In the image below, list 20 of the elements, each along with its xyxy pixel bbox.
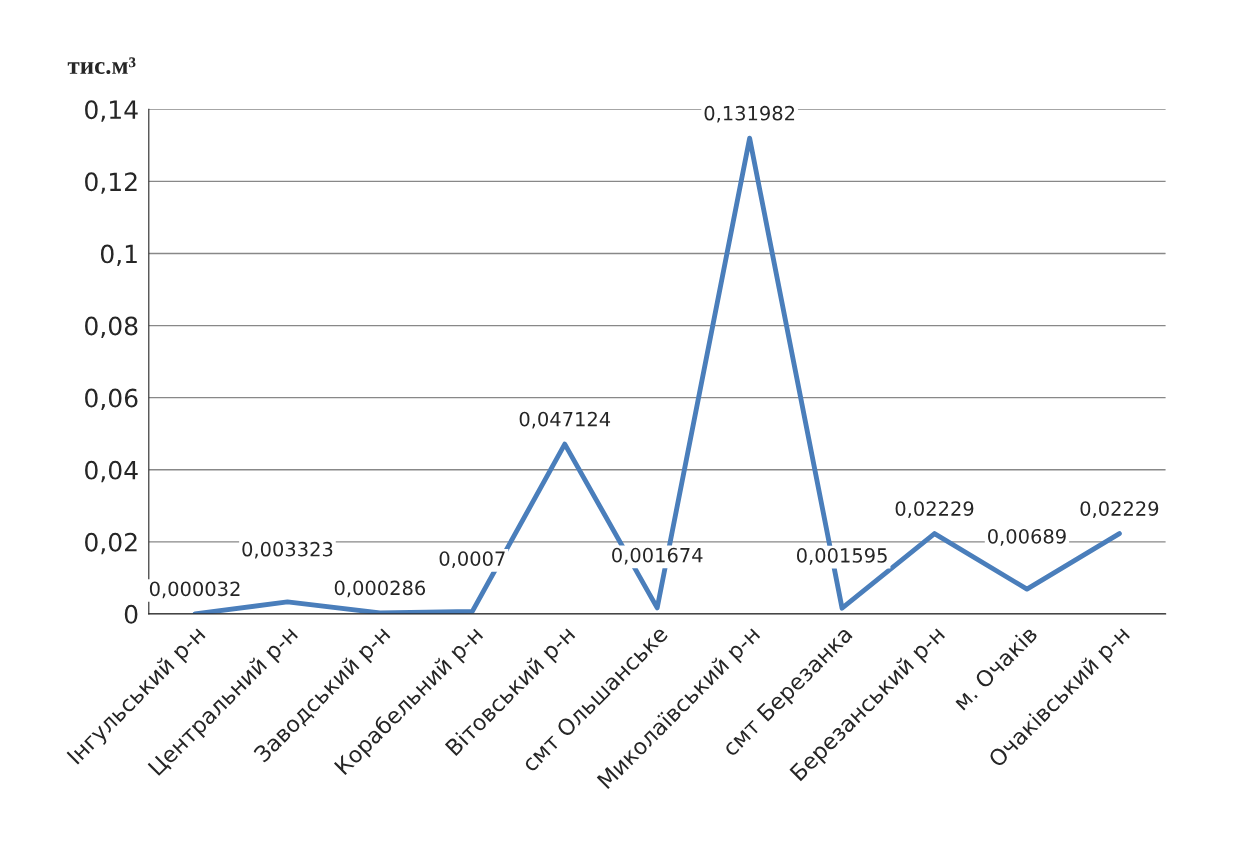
y-tick-label: 0,02 <box>85 532 137 555</box>
data-label: 0,02229 <box>895 501 974 518</box>
data-label: 0,131982 <box>704 105 795 123</box>
y-tick-label: 0,14 <box>85 100 138 122</box>
data-label: 0,000286 <box>334 580 426 598</box>
y-tick-label: 0,1 <box>100 244 137 266</box>
data-label: 0,001595 <box>796 548 887 565</box>
data-label: 0,02229 <box>1080 501 1159 518</box>
data-label: 0,0007 <box>439 551 505 568</box>
y-tick-label: 0,12 <box>85 172 137 194</box>
data-label: 0,047124 <box>519 411 611 429</box>
y-tick-label: 0,06 <box>85 388 138 411</box>
data-label: 0,001674 <box>612 547 703 565</box>
data-label: 0,00689 <box>988 528 1066 546</box>
y-tick-label: 0 <box>124 604 138 624</box>
y-tick-label: 0,08 <box>85 316 138 338</box>
data-label: 0,003323 <box>242 541 333 559</box>
y-axis-title: тис.м³ <box>67 57 136 75</box>
data-label: 0,000032 <box>149 581 240 599</box>
y-tick-label: 0,04 <box>85 460 138 483</box>
